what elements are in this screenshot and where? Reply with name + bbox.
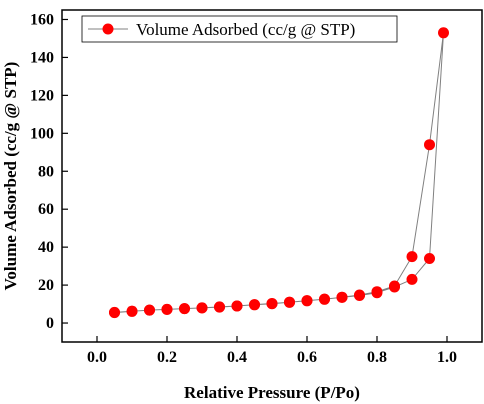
data-point (301, 295, 313, 307)
plot-frame (61, 9, 483, 343)
data-point (109, 306, 120, 318)
x-tick-label: 0.6 (297, 349, 317, 366)
data-point (196, 302, 208, 314)
data-point (406, 273, 418, 285)
data-point (161, 303, 173, 315)
x-tick-label: 0.0 (87, 349, 107, 366)
data-point (424, 253, 435, 264)
y-tick-label: 140 (30, 49, 54, 66)
legend-label: Volume Adsorbed (cc/g @ STP) (136, 20, 355, 39)
y-tick-label: 120 (30, 87, 54, 104)
x-tick-label: 1.0 (437, 349, 457, 366)
y-tick-label: 20 (38, 277, 54, 294)
x-tick-label: 0.2 (157, 349, 177, 366)
y-axis: 0 20 40 60 80 100 120 140 160 (30, 11, 68, 332)
data-point (319, 293, 330, 305)
data-point (231, 300, 243, 312)
legend-box (81, 15, 398, 43)
data-point (249, 299, 260, 311)
legend-marker-swatch (102, 23, 114, 35)
data-point (284, 296, 295, 308)
y-axis-title: Volume Adsorbed (cc/g @ STP) (1, 62, 20, 291)
data-point (371, 286, 383, 298)
data-point (266, 298, 278, 309)
data-point (438, 27, 449, 39)
x-tick-label: 0.4 (227, 349, 247, 366)
x-tick-label: 0.8 (367, 349, 387, 366)
data-point (214, 301, 225, 313)
data-point (424, 139, 435, 151)
data-point (144, 304, 155, 316)
data-point (389, 280, 400, 292)
x-axis-title: Relative Pressure (P/Po) (184, 383, 360, 402)
series-line (114, 32, 444, 314)
x-axis: 0.0 0.2 0.4 0.6 0.8 1.0 (87, 336, 457, 366)
data-point (354, 289, 365, 301)
data-points (109, 27, 449, 319)
y-tick-label: 0 (46, 315, 54, 332)
y-tick-label: 100 (30, 125, 54, 142)
data-point (126, 305, 138, 317)
y-tick-label: 80 (38, 163, 54, 180)
data-point (179, 303, 190, 315)
legend: Volume Adsorbed (cc/g @ STP) (81, 15, 398, 43)
y-tick-label: 60 (38, 201, 54, 218)
data-point (336, 291, 348, 303)
data-point (406, 251, 418, 263)
y-tick-label: 160 (30, 11, 54, 28)
y-tick-label: 40 (38, 239, 54, 256)
